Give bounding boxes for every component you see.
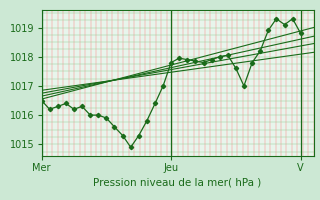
X-axis label: Pression niveau de la mer( hPa ): Pression niveau de la mer( hPa ) [93,177,262,187]
